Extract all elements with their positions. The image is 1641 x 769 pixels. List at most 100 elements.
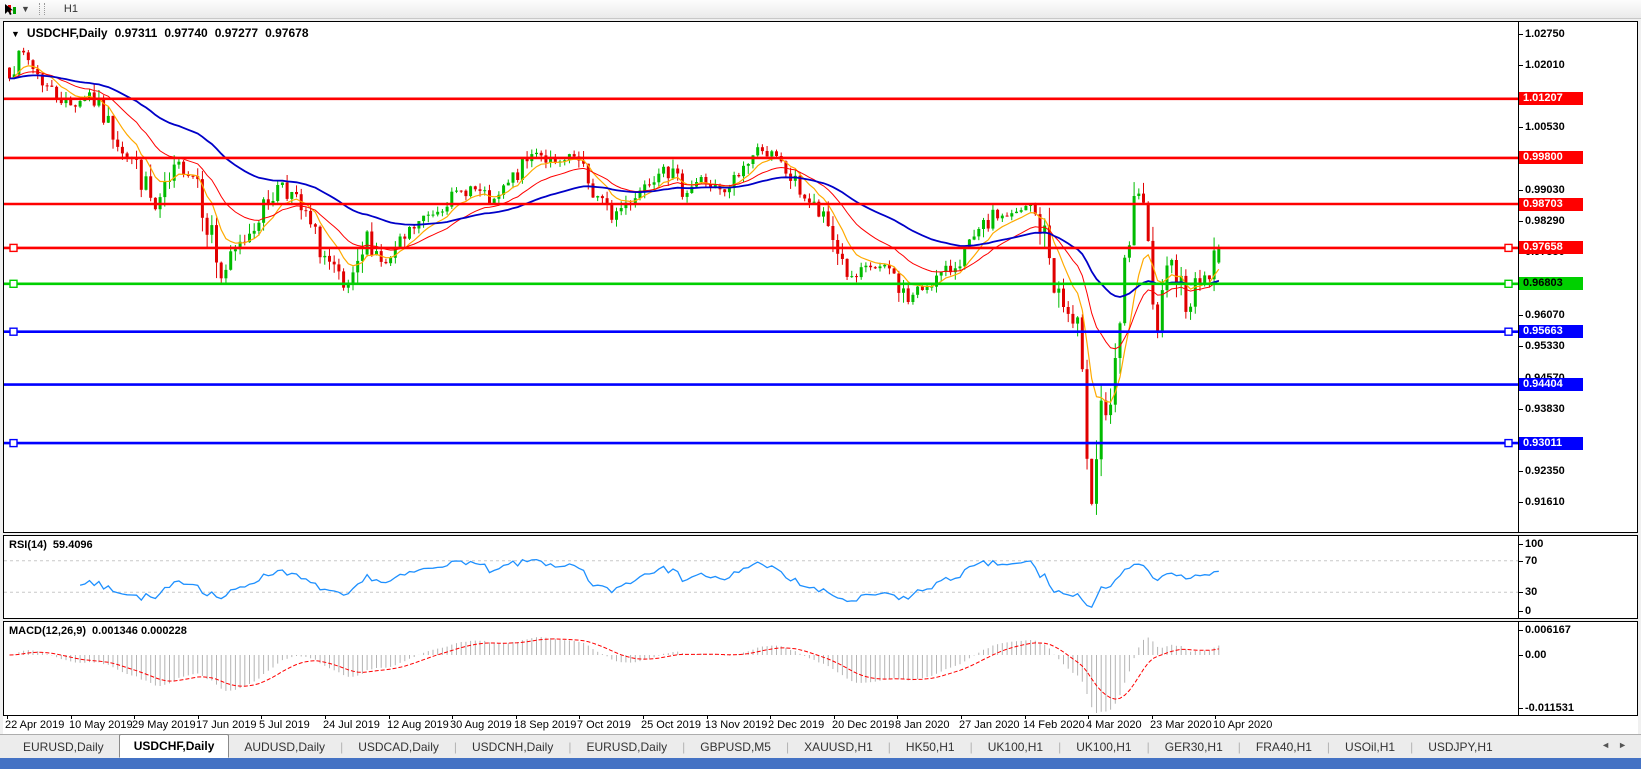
price-chart-svg[interactable]	[4, 22, 1518, 532]
price-tick-label: 0.96070	[1525, 309, 1565, 321]
toolbar-dropdown-caret[interactable]: ▼	[21, 4, 30, 14]
chart-title: ▼ USDCHF,Daily 0.97311 0.97740 0.97277 0.9767…	[11, 26, 316, 40]
tab-usdjpy-h1[interactable]: USDJPY,H1	[1413, 736, 1508, 758]
price-axis-separator	[1518, 22, 1519, 532]
chart-tool-icon-glyph	[5, 3, 16, 15]
tab-usdcad-daily[interactable]: USDCAD,Daily	[343, 736, 454, 758]
tab-usoil-h1[interactable]: USOil,H1	[1330, 736, 1411, 758]
price-tag-0.98703[interactable]: 0.98703	[1519, 198, 1583, 211]
macd-axis-separator	[1518, 622, 1519, 715]
tab-eurusd-daily[interactable]: EURUSD,Daily	[8, 736, 119, 758]
rsi-tick-label: 100	[1525, 538, 1544, 550]
rsi-axis-separator	[1518, 536, 1519, 618]
ohlc-low: 0.97277	[214, 26, 259, 40]
line-marker-left[interactable]	[9, 243, 18, 253]
tab-uk100-h1[interactable]: UK100,H1	[1061, 736, 1147, 758]
date-tick-mark	[897, 716, 898, 719]
tab-separator: |	[887, 740, 891, 754]
date-label: 12 Aug 2019	[387, 719, 449, 731]
tab-separator: |	[1326, 740, 1331, 754]
date-axis: 22 Apr 2019 10 May 2019 29 May 2019 17 Jun …	[3, 716, 1638, 734]
main-chart-panel: ▼ USDCHF,Daily 0.97311 0.97740 0.97277 0.9767…	[3, 21, 1638, 533]
date-label: 27 Jan 2020	[959, 719, 1020, 731]
rsi-tick-label: 70	[1525, 555, 1538, 567]
price-tick-label: 0.93830	[1525, 403, 1565, 415]
date-tick-mark	[1215, 716, 1216, 719]
macd-panel: MACD(12,26,9) 0.001346 0.000228 0.006167 0…	[3, 621, 1638, 716]
date-label: 23 Mar 2020	[1150, 719, 1212, 731]
date-tick-mark	[770, 716, 771, 719]
price-tag-0.94404[interactable]: 0.94404	[1519, 378, 1583, 391]
tab-ger30-h1[interactable]: GER30,H1	[1149, 736, 1238, 758]
date-tick-mark	[516, 716, 517, 719]
tab-eurusd-daily[interactable]: EURUSD,Daily	[571, 736, 683, 758]
date-label: 2 Dec 2019	[768, 719, 825, 731]
price-tag-1.01207[interactable]: 1.01207	[1519, 92, 1583, 105]
tab-uk100-h1[interactable]: UK100,H1	[972, 736, 1059, 758]
ohlc-close: 0.97678	[265, 26, 309, 40]
price-tag-0.97658[interactable]: 0.97658	[1519, 241, 1583, 254]
date-tick-mark	[134, 716, 135, 719]
rsi-chart-svg[interactable]	[4, 536, 1518, 618]
price-tick-label: 1.02010	[1525, 59, 1565, 71]
date-tick-mark	[198, 716, 199, 719]
tab-separator: |	[1237, 740, 1241, 754]
tab-separator: |	[568, 740, 572, 754]
price-tick-label: 1.00530	[1525, 121, 1565, 133]
date-tick-mark	[389, 716, 390, 719]
macd-name: MACD(12,26,9)	[9, 625, 87, 637]
timeframe-button-h1[interactable]: H1	[63, 2, 78, 15]
tab-usdchf-daily[interactable]: USDCHF,Daily	[118, 734, 230, 758]
line-marker-right[interactable]	[1504, 327, 1513, 336]
ma-line-mid	[9, 71, 1220, 350]
tab-gbpusd-m5[interactable]: GBPUSD,M5	[685, 736, 786, 758]
tab-hk50-h1[interactable]: HK50,H1	[890, 736, 970, 758]
date-label: 7 Oct 2019	[577, 719, 631, 731]
date-tick-mark	[834, 716, 835, 719]
bottom-strip	[0, 758, 1641, 769]
price-tick-mark	[1518, 346, 1523, 347]
line-marker-left[interactable]	[9, 327, 18, 336]
rsi-label: RSI(14) 59.4096	[9, 539, 93, 551]
price-tick-label: 0.98290	[1525, 215, 1565, 227]
chart-tool-icon[interactable]	[4, 3, 19, 16]
tab-fra40-h1[interactable]: FRA40,H1	[1240, 736, 1327, 758]
chart-title-dropdown-icon[interactable]: ▼	[11, 29, 20, 39]
price-tick-mark	[1518, 65, 1523, 66]
price-tick-label: 1.02750	[1525, 28, 1565, 40]
rsi-name: RSI(14)	[9, 539, 47, 551]
date-label: 24 Jul 2019	[323, 719, 380, 731]
macd-chart-svg[interactable]	[4, 622, 1518, 715]
rsi-tick-mark	[1518, 592, 1523, 593]
macd-values: 0.001346 0.000228	[92, 625, 187, 637]
line-marker-right[interactable]	[1504, 438, 1513, 448]
tab-scroll-right-icon[interactable]: ►	[1618, 740, 1635, 750]
ohlc-open: 0.97311	[114, 26, 158, 40]
price-tick-label: 0.91610	[1525, 496, 1565, 508]
ma-line-slow	[9, 74, 1220, 298]
tab-separator: |	[1146, 740, 1150, 754]
chart-symbol: USDCHF,Daily	[26, 26, 108, 40]
tab-audusd-daily[interactable]: AUDUSD,Daily	[229, 736, 341, 758]
candles-layer	[8, 47, 1221, 515]
price-tag-0.99800[interactable]: 0.99800	[1519, 151, 1583, 164]
date-label: 4 Mar 2020	[1086, 719, 1142, 731]
price-tag-0.93011[interactable]: 0.93011	[1519, 437, 1583, 450]
line-marker-right[interactable]	[1504, 243, 1513, 253]
tab-xauusd-h1[interactable]: XAUUSD,H1	[789, 736, 888, 758]
tab-separator: |	[453, 740, 457, 754]
tab-usdcnh-daily[interactable]: USDCNH,Daily	[457, 736, 569, 758]
tab-scroll-left-icon[interactable]: ◄	[1601, 740, 1619, 750]
line-marker-right[interactable]	[1504, 279, 1513, 288]
price-tick-mark	[1518, 127, 1523, 128]
line-marker-left[interactable]	[9, 279, 18, 288]
toolbar-grip[interactable]	[38, 3, 45, 15]
date-label: 30 Aug 2019	[450, 719, 512, 731]
date-label: 20 Dec 2019	[832, 719, 895, 731]
price-tag-0.95663[interactable]: 0.95663	[1519, 325, 1583, 338]
price-tick-mark	[1518, 471, 1523, 472]
rsi-line	[79, 558, 1219, 609]
price-tag-0.96803[interactable]: 0.96803	[1519, 277, 1583, 290]
macd-axis-bottom-tick	[1518, 708, 1523, 709]
line-marker-left[interactable]	[9, 438, 18, 448]
